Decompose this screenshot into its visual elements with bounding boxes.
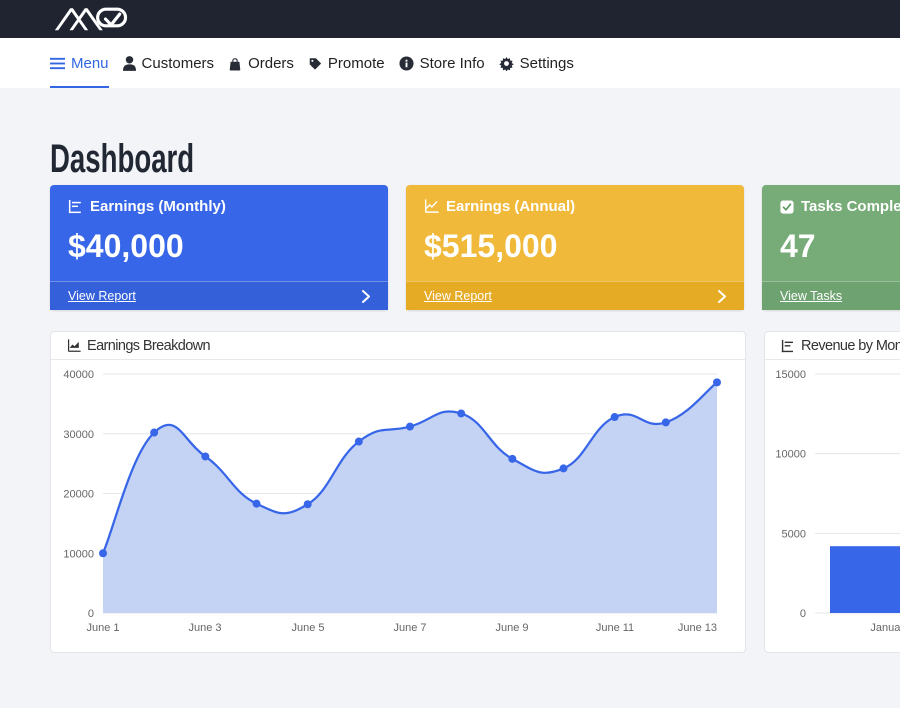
- svg-text:5000: 5000: [782, 528, 806, 540]
- svg-text:10000: 10000: [775, 449, 806, 461]
- svg-text:June 7: June 7: [393, 622, 426, 634]
- svg-text:30000: 30000: [63, 429, 94, 441]
- svg-text:June 11: June 11: [596, 622, 634, 634]
- svg-text:15000: 15000: [775, 369, 806, 381]
- svg-text:June 9: June 9: [495, 622, 528, 634]
- svg-text:40000: 40000: [63, 369, 94, 381]
- svg-text:January: January: [870, 622, 900, 634]
- svg-text:0: 0: [88, 608, 94, 620]
- svg-text:0: 0: [800, 608, 806, 620]
- svg-text:June 5: June 5: [291, 622, 324, 634]
- svg-text:June 3: June 3: [188, 622, 221, 634]
- svg-text:June 13: June 13: [678, 622, 717, 634]
- svg-text:June 1: June 1: [86, 622, 119, 634]
- svg-text:20000: 20000: [63, 489, 94, 501]
- svg-text:10000: 10000: [63, 548, 94, 560]
